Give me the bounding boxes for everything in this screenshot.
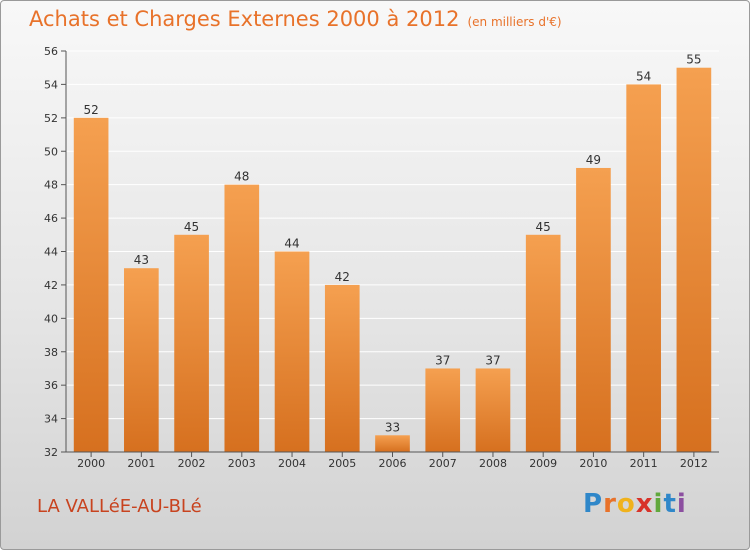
y-tick-label: 52 [44, 112, 58, 125]
data-label: 44 [284, 237, 299, 251]
data-label: 45 [536, 220, 551, 234]
chart-title: Achats et Charges Externes 2000 à 2012 (e… [29, 7, 562, 31]
bar [224, 184, 260, 452]
x-tick-label: 2002 [178, 457, 206, 470]
data-label: 48 [234, 170, 249, 184]
x-tick-label: 2001 [127, 457, 155, 470]
y-tick-label: 46 [44, 212, 58, 225]
y-tick-label: 48 [44, 179, 58, 192]
data-label: 45 [184, 220, 199, 234]
x-tick-label: 2012 [680, 457, 708, 470]
bar [274, 251, 310, 452]
x-tick-label: 2004 [278, 457, 306, 470]
location-name: LA VALLéE-AU-BLé [37, 496, 202, 517]
data-label: 52 [83, 103, 98, 117]
unit-text: (en milliers d'€) [467, 15, 562, 29]
title-text: Achats et Charges Externes 2000 à 2012 [29, 7, 460, 31]
y-tick-label: 56 [44, 45, 58, 58]
x-tick-label: 2008 [479, 457, 507, 470]
y-tick-label: 42 [44, 279, 58, 292]
logo-letter: i [676, 489, 687, 519]
x-tick-label: 2011 [630, 457, 658, 470]
logo-letter: o [616, 489, 636, 519]
x-tick-label: 2000 [77, 457, 105, 470]
logo-letter: t [663, 489, 677, 519]
logo-letter: i [653, 489, 664, 519]
y-tick-label: 54 [44, 78, 58, 91]
bar [174, 234, 209, 452]
x-tick-label: 2009 [529, 457, 557, 470]
bar [425, 368, 461, 452]
y-tick-label: 32 [44, 446, 58, 459]
data-label: 33 [385, 420, 400, 434]
data-label: 54 [636, 69, 651, 83]
x-tick-label: 2006 [379, 457, 407, 470]
x-tick-label: 2003 [228, 457, 256, 470]
y-tick-label: 40 [44, 312, 58, 325]
data-label: 55 [686, 53, 701, 67]
data-label: 37 [435, 353, 450, 367]
bar [676, 67, 712, 452]
bar [124, 268, 159, 452]
bar [73, 117, 109, 452]
y-tick-label: 50 [44, 145, 58, 158]
x-tick-label: 2005 [328, 457, 356, 470]
bar [626, 84, 661, 453]
logo-letter: r [603, 489, 617, 519]
data-label: 49 [586, 153, 601, 167]
y-tick-label: 38 [44, 346, 58, 359]
bar [375, 435, 410, 452]
y-tick-label: 44 [44, 246, 58, 259]
bar [525, 234, 561, 452]
x-tick-label: 2010 [579, 457, 607, 470]
data-label: 42 [335, 270, 350, 284]
data-label: 37 [485, 353, 500, 367]
bar [576, 167, 611, 453]
logo-letter: P [583, 489, 604, 519]
data-label: 43 [134, 253, 149, 267]
y-tick-label: 34 [44, 413, 58, 426]
x-tick-label: 2007 [429, 457, 457, 470]
bar [324, 284, 360, 452]
logo-letter: x [635, 489, 654, 519]
proxiti-logo: Proxiti [583, 489, 687, 519]
y-tick-label: 36 [44, 379, 58, 392]
bar [475, 368, 511, 452]
